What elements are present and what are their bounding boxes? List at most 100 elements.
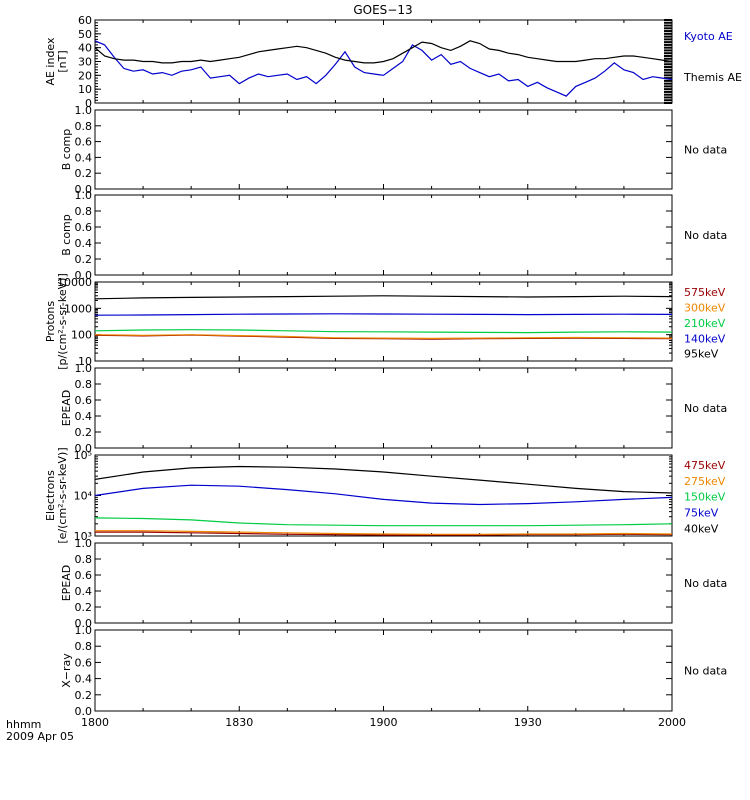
- legend-entry: 210keV: [684, 317, 726, 330]
- y-axis-label: X−ray: [60, 653, 73, 688]
- series-line: [95, 530, 673, 535]
- panel-frame: [94, 542, 673, 624]
- y-tick-label: 0.0: [75, 183, 93, 196]
- y-tick-label: 0.4: [75, 410, 93, 423]
- legend-entry: 95keV: [684, 348, 719, 361]
- y-tick-label: 100: [71, 329, 92, 342]
- series-line: [94, 40, 673, 97]
- y-tick-label: 0.2: [75, 426, 93, 439]
- legend-entry: 275keV: [684, 475, 726, 488]
- y-axis-label: B comp: [60, 214, 73, 256]
- y-tick-label: 0.0: [75, 617, 93, 630]
- y-axis-label: EPEAD: [60, 390, 73, 427]
- y-tick-label: 0.2: [75, 689, 93, 702]
- y-tick-label: 10⁴: [74, 490, 93, 503]
- panel-b1: 0.0 0.2 0.4 0.6 0.8 1.0B comp No data: [60, 104, 727, 196]
- legend-entry: 40keV: [684, 522, 719, 535]
- series-line: [94, 484, 673, 506]
- y-tick-label: 0.8: [75, 120, 93, 133]
- y-tick-label: 1.0: [75, 362, 93, 375]
- y-tick-label: 0.8: [75, 553, 93, 566]
- hhmm-label: hhmm: [6, 718, 41, 731]
- series-line: [94, 313, 673, 316]
- y-axis-label: Protons: [44, 301, 57, 342]
- panel-xray: 0.0 0.2 0.4 0.6 0.8 1.0 X−ray No data: [60, 624, 727, 718]
- y-tick-label: 0: [85, 97, 92, 110]
- y-tick-label: 0.0: [75, 269, 93, 282]
- y-tick-label: 20: [78, 69, 92, 82]
- y-axis-label: [p/(cm²-s-sr-keV)]: [56, 273, 69, 370]
- y-tick-label: 0.0: [75, 442, 93, 455]
- legend-entry: 140keV: [684, 332, 726, 345]
- no-data-note: No data: [684, 665, 727, 678]
- panel-frame: [94, 194, 673, 276]
- y-tick-label: 0.8: [75, 378, 93, 391]
- panel-frame: [94, 109, 673, 190]
- series-line: [94, 334, 673, 340]
- plot-title: GOES−13: [353, 3, 412, 17]
- y-tick-label: 0.8: [75, 640, 93, 653]
- legend-entry: 300keV: [684, 301, 726, 314]
- series-line: [94, 295, 673, 300]
- panel-epead2: 0.0 0.2 0.4 0.6 0.8 1.0 EPEAD No data: [60, 537, 727, 630]
- panel-frame: [94, 367, 673, 449]
- y-tick-label: 10³: [74, 530, 92, 543]
- y-tick-label: 1000: [64, 302, 92, 315]
- no-data-note: No data: [684, 577, 727, 590]
- y-tick-label: 0.4: [75, 585, 93, 598]
- no-data-note: No data: [684, 229, 727, 242]
- x-tick-label: 2000: [658, 716, 686, 729]
- legend-entry: 150keV: [684, 491, 726, 504]
- y-tick-label: 1.0: [75, 537, 93, 550]
- y-tick-label: 0.4: [75, 673, 93, 686]
- y-tick-label: 10: [78, 355, 92, 368]
- y-axis-label: B comp: [60, 129, 73, 171]
- x-tick-label: 1900: [370, 716, 398, 729]
- x-tick-label: 1830: [225, 716, 253, 729]
- y-tick-label: 0.6: [75, 656, 93, 669]
- y-axis-label: AE index: [44, 37, 57, 86]
- y-tick-label: 0.2: [75, 253, 93, 266]
- panel-epead1: 0.0 0.2 0.4 0.6 0.8 1.0 EPEAD No data: [60, 362, 727, 455]
- legend-entry: 575keV: [684, 286, 726, 299]
- y-tick-label: 30: [78, 56, 92, 69]
- y-tick-label: 0.6: [75, 221, 93, 234]
- no-data-note: No data: [684, 402, 727, 415]
- y-axis-label: [nT]: [56, 50, 69, 72]
- date-label: 2009 Apr 05: [6, 730, 74, 743]
- y-tick-label: 0.6: [75, 136, 93, 149]
- y-tick-label: 0.2: [75, 601, 93, 614]
- y-tick-label: 1.0: [75, 624, 93, 637]
- y-tick-label: 10⁵: [74, 449, 92, 462]
- y-axis-label: [e/(cm²-s-sr-keV)]: [56, 447, 69, 543]
- y-tick-label: 1.0: [75, 189, 93, 202]
- series-line: [94, 517, 673, 527]
- y-tick-label: 0.2: [75, 167, 93, 180]
- y-tick-label: 50: [78, 28, 92, 41]
- y-axis-label: EPEAD: [60, 565, 73, 602]
- y-tick-label: 0.8: [75, 205, 93, 218]
- y-tick-label: 0.6: [75, 569, 93, 582]
- y-tick-label: 10: [78, 83, 92, 96]
- y-tick-label: 60: [78, 14, 92, 27]
- panel-frame: [94, 454, 673, 537]
- x-tick-label: 1800: [81, 716, 109, 729]
- series-line: [94, 465, 673, 494]
- y-tick-label: 0.6: [75, 394, 93, 407]
- panel-electrons: 10³ 10⁴ 10⁵ Electrons [e/(cm²-s-sr-keV)] 475k…: [44, 447, 726, 543]
- x-axis: 1800 1830 1900 1930 2000: [81, 716, 686, 729]
- panel-frame: [94, 629, 673, 712]
- y-tick-label: 10000: [57, 276, 92, 289]
- y-tick-label: 0.4: [75, 151, 93, 164]
- y-tick-label: 1.0: [75, 104, 93, 117]
- y-tick-label: 0.4: [75, 237, 93, 250]
- y-axis-label: Electrons: [44, 470, 57, 521]
- no-data-note: No data: [684, 144, 727, 157]
- legend-entry: 475keV: [684, 459, 726, 472]
- panel-frame: [94, 281, 673, 362]
- x-tick-label: 1930: [514, 716, 542, 729]
- series-line: [94, 40, 673, 64]
